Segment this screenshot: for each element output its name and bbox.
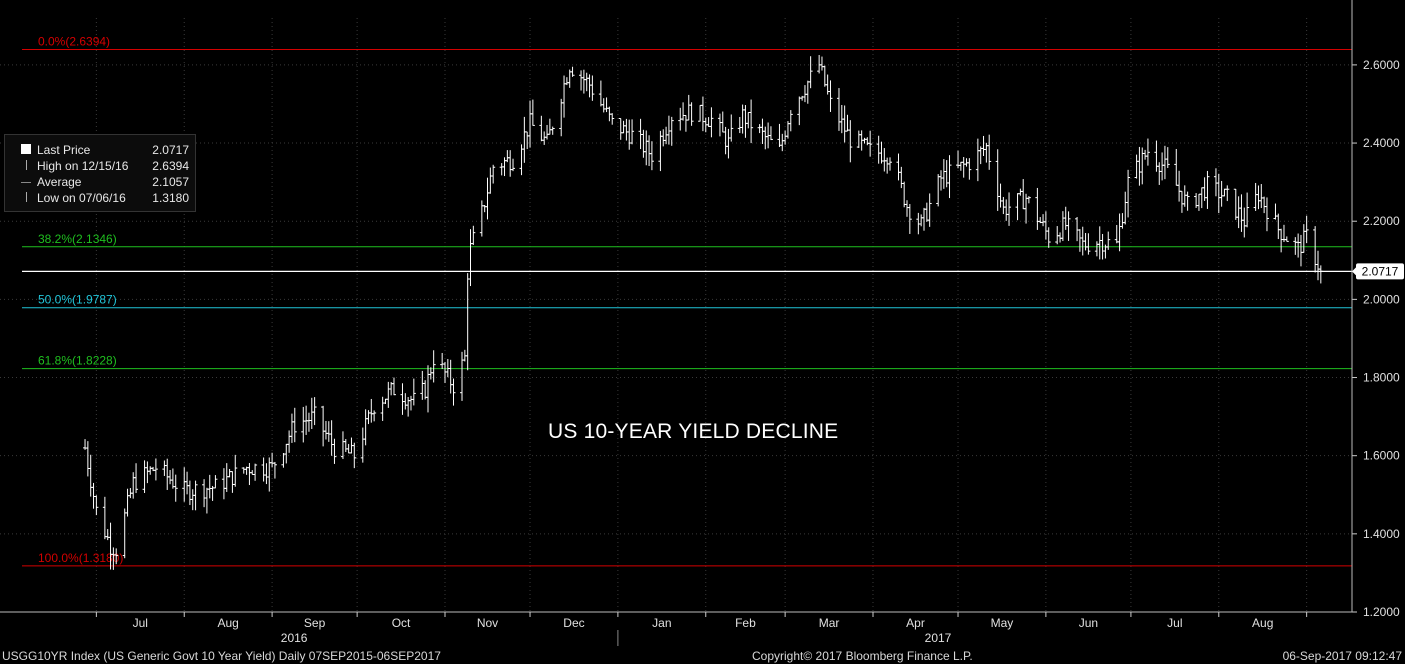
- x-axis: Jul Aug Sep Oct Nov Dec Jan Feb Mar Apr May Jun Jul A…: [0, 611, 1352, 646]
- price-bars: [83, 54, 1323, 570]
- legend-high-value: 2.6394: [152, 159, 189, 173]
- legend-average-value: 2.1057: [152, 175, 189, 189]
- fib-level-label: 0.0%(2.6394): [38, 34, 110, 48]
- footer-security-info: USGG10YR Index (US Generic Govt 10 Year …: [2, 649, 441, 663]
- legend-high: High on 12/15/16 2.6394: [19, 158, 189, 174]
- x-tick-label: Aug: [217, 616, 238, 630]
- footer-bar: USGG10YR Index (US Generic Govt 10 Year …: [0, 646, 1405, 664]
- legend-box: Last Price 2.0717 High on 12/15/16 2.639…: [4, 134, 196, 212]
- fib-level-label: 38.2%(2.1346): [38, 232, 117, 246]
- fib-level-label: 61.8%(1.8228): [38, 354, 117, 368]
- footer-timestamp: 06-Sep-2017 09:12:47: [1282, 649, 1402, 663]
- y-tick-label: 1.6000: [1363, 449, 1400, 463]
- x-tick-label: Jul: [133, 616, 148, 630]
- last-price-swatch-icon: [21, 144, 31, 154]
- x-tick-label: Jul: [1167, 616, 1182, 630]
- x-tick-label: May: [991, 616, 1014, 630]
- y-tick-label: 2.4000: [1363, 136, 1400, 150]
- x-tick-label: Feb: [735, 616, 756, 630]
- low-marker-icon: [26, 192, 27, 202]
- y-tick-label: 2.6000: [1363, 58, 1400, 72]
- y-tick-label: 2.2000: [1363, 214, 1400, 228]
- y-tick-label: 1.2000: [1363, 605, 1400, 619]
- x-tick-label: Mar: [819, 616, 840, 630]
- legend-average: Average 2.1057: [19, 174, 189, 190]
- legend-low-value: 1.3180: [152, 191, 189, 205]
- y-tick-label: 2.0000: [1363, 292, 1400, 306]
- x-tick-label: Aug: [1252, 616, 1273, 630]
- high-marker-icon: [26, 160, 27, 170]
- legend-high-label: High on 12/15/16: [37, 159, 129, 173]
- x-tick-label: Jan: [652, 616, 671, 630]
- last-price-tag: [1356, 263, 1404, 280]
- legend-average-label: Average: [37, 175, 82, 189]
- fib-level-label: 50.0%(1.9787): [38, 293, 117, 307]
- x-year-label: 2016: [281, 631, 308, 645]
- x-tick-label: Dec: [563, 616, 584, 630]
- x-tick-label: Apr: [906, 616, 925, 630]
- footer-copyright: Copyright© 2017 Bloomberg Finance L.P.: [752, 649, 973, 663]
- y-tick-label: 1.4000: [1363, 527, 1400, 541]
- chart-annotation: US 10-YEAR YIELD DECLINE: [548, 420, 839, 443]
- y-axis: 2.6000 2.4000 2.2000 2.0000 1.8000 1.6000 1.40…: [1351, 0, 1404, 619]
- legend-last-price: Last Price 2.0717: [19, 142, 189, 158]
- x-tick-label: Nov: [477, 616, 498, 630]
- legend-last-price-value: 2.0717: [152, 143, 189, 157]
- fib-level-label: 100.0%(1.3180): [38, 551, 123, 565]
- x-year-label: 2017: [925, 631, 952, 645]
- average-marker-icon: [21, 182, 31, 183]
- legend-low: Low on 07/06/16 1.3180: [19, 190, 189, 206]
- x-tick-label: Sep: [304, 616, 326, 630]
- last-price-tag-pointer: [1352, 266, 1357, 277]
- x-tick-label: Oct: [392, 616, 411, 630]
- y-tick-label: 1.8000: [1363, 371, 1400, 385]
- legend-low-label: Low on 07/06/16: [37, 191, 126, 205]
- fibonacci-levels: 0.0%(2.6394) 38.2%(2.1346) 50.0%(1.9787) 61…: [22, 34, 1352, 567]
- legend-last-price-label: Last Price: [37, 143, 91, 157]
- x-tick-label: Jun: [1079, 616, 1098, 630]
- last-price-tag-label: 2.0717: [1362, 264, 1399, 278]
